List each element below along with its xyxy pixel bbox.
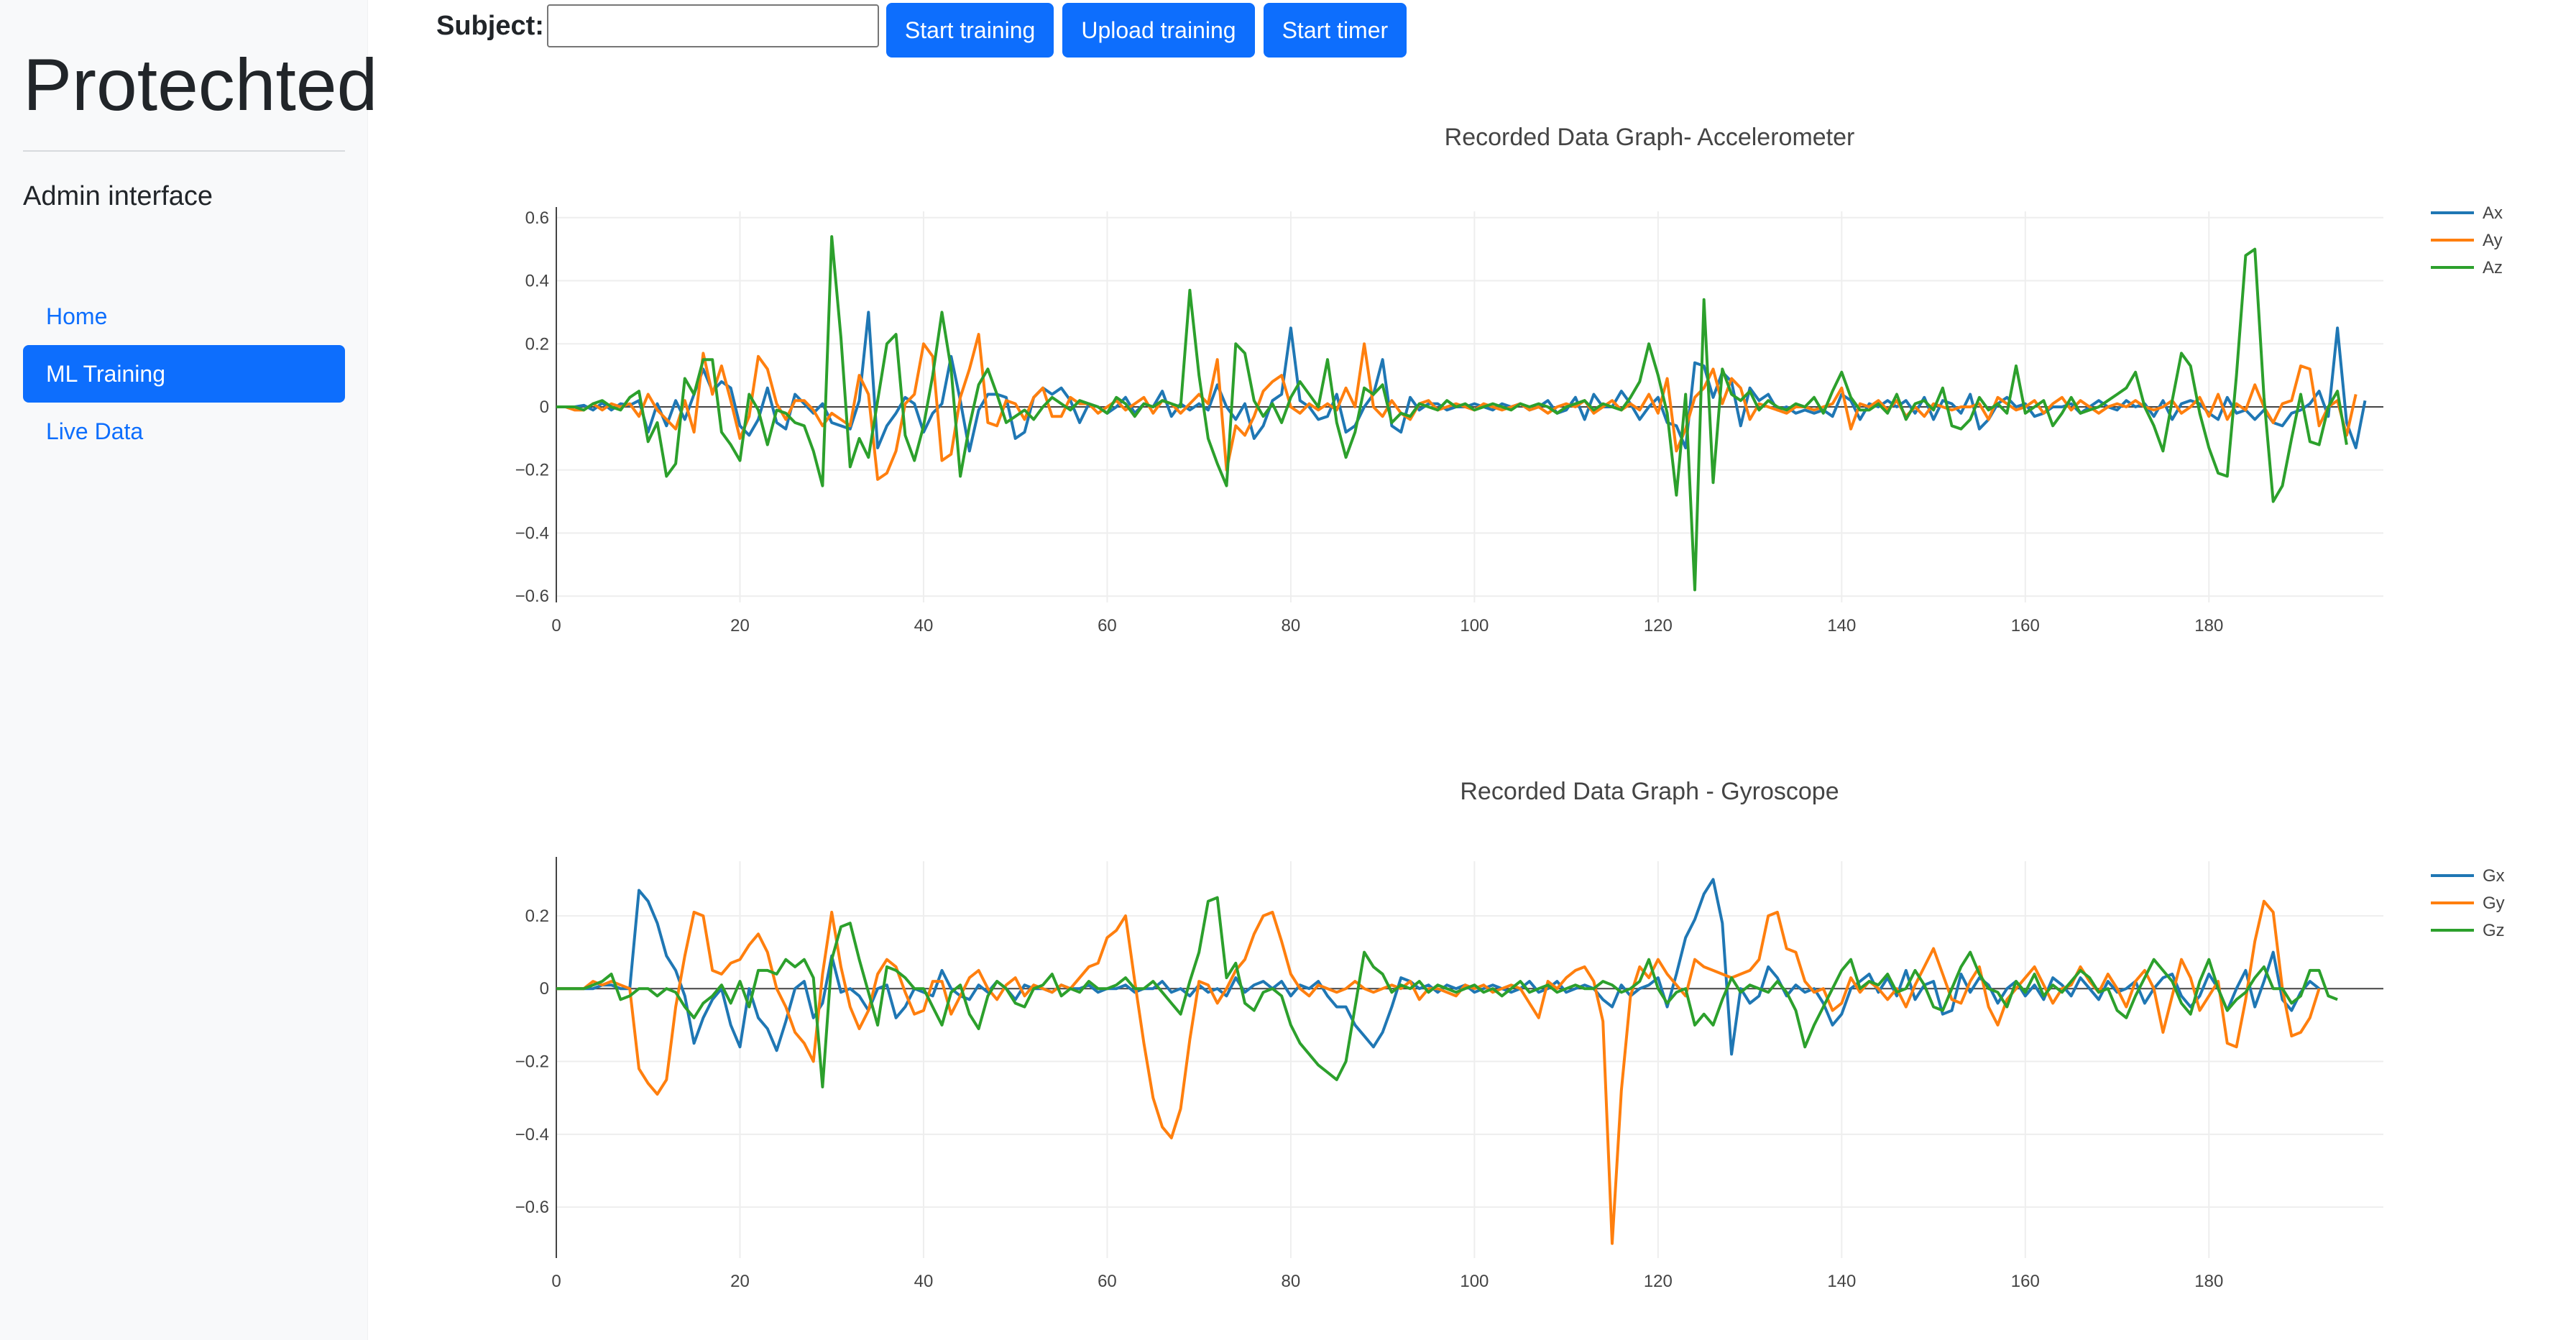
upload-training-button[interactable]: Upload training <box>1062 3 1255 58</box>
subject-input[interactable] <box>546 4 879 47</box>
legend-label-gx[interactable]: Gx <box>2483 866 2505 886</box>
y-tick-label: 0.2 <box>525 334 549 354</box>
x-tick-label: 20 <box>730 616 750 635</box>
series-line-az <box>556 235 2348 592</box>
y-tick-label: 0.4 <box>525 272 549 291</box>
legend-label-ay[interactable]: Ay <box>2483 231 2503 250</box>
chart-svg: Recorded Data Graph- Accelerometer 0 20 40 6… <box>515 124 2503 635</box>
series-line-gy <box>556 899 2321 1245</box>
y-tick-label: −0.2 <box>515 461 549 480</box>
gyroscope-chart: Recorded Data Graph - Gyroscope 0 20 40 60 80… <box>368 755 2576 1316</box>
sidebar-item-live-data[interactable]: Live Data <box>46 418 144 444</box>
x-tick-label: 140 <box>1827 1272 1856 1291</box>
subject-label: Subject: <box>436 10 544 41</box>
sidebar-item-ml-training[interactable]: ML Training <box>23 345 345 403</box>
x-tick-label: 20 <box>730 1272 750 1291</box>
training-toolbar: Subject: Start training Upload training … <box>436 3 1415 58</box>
x-tick-label: 120 <box>1644 1272 1673 1291</box>
y-tick-label: −0.4 <box>515 1125 549 1144</box>
legend-label-az[interactable]: Az <box>2483 258 2503 277</box>
x-tick-label: 0 <box>551 1272 561 1291</box>
chart-svg: Recorded Data Graph - Gyroscope 0 20 40 60 80… <box>515 778 2505 1291</box>
sidebar-item-home[interactable]: Home <box>46 303 108 329</box>
series-line-gz <box>556 896 2338 1088</box>
series-line-gx <box>556 878 2320 1056</box>
chart-title: Recorded Data Graph - Gyroscope <box>1460 778 1839 805</box>
chart-title: Recorded Data Graph- Accelerometer <box>1445 124 1855 151</box>
x-tick-label: 80 <box>1282 616 1301 635</box>
x-tick-label: 60 <box>1098 616 1117 635</box>
admin-subtitle: Admin interface <box>23 181 213 211</box>
series-line-ax <box>556 311 2367 453</box>
y-tick-label: 0 <box>540 979 549 999</box>
y-tick-label: −0.2 <box>515 1052 549 1072</box>
y-tick-label: −0.6 <box>515 1198 549 1217</box>
start-timer-button[interactable]: Start timer <box>1263 3 1407 58</box>
series-line-ay <box>556 333 2358 481</box>
y-tick-label: −0.4 <box>515 523 549 543</box>
y-tick-label: −0.6 <box>515 587 549 606</box>
y-tick-label: 0.6 <box>525 208 549 228</box>
x-tick-label: 100 <box>1460 1272 1489 1291</box>
brand-divider <box>23 150 345 152</box>
legend-label-ax[interactable]: Ax <box>2483 203 2503 223</box>
x-tick-label: 160 <box>2011 1272 2040 1291</box>
y-tick-label: 0 <box>540 398 549 417</box>
start-training-button[interactable]: Start training <box>886 3 1054 58</box>
legend-label-gy[interactable]: Gy <box>2483 894 2505 913</box>
x-tick-label: 0 <box>551 616 561 635</box>
y-tick-label: 0.2 <box>525 907 549 926</box>
accelerometer-chart: Recorded Data Graph- Accelerometer 0 20 40 6… <box>368 101 2576 661</box>
x-tick-label: 180 <box>2194 1272 2223 1291</box>
x-tick-label: 40 <box>914 616 934 635</box>
x-tick-label: 40 <box>914 1272 934 1291</box>
x-tick-label: 180 <box>2194 616 2223 635</box>
legend-label-gz[interactable]: Gz <box>2483 921 2505 940</box>
x-tick-label: 100 <box>1460 616 1489 635</box>
x-tick-label: 80 <box>1282 1272 1301 1291</box>
x-tick-label: 120 <box>1644 616 1673 635</box>
x-tick-label: 160 <box>2011 616 2040 635</box>
sidebar-nav: Home ML Training Live Data <box>23 288 345 460</box>
x-tick-label: 140 <box>1827 616 1856 635</box>
brand-title: Protechted <box>23 44 378 126</box>
x-tick-label: 60 <box>1098 1272 1117 1291</box>
sidebar: Protechted Admin interface Home ML Train… <box>0 0 377 1340</box>
